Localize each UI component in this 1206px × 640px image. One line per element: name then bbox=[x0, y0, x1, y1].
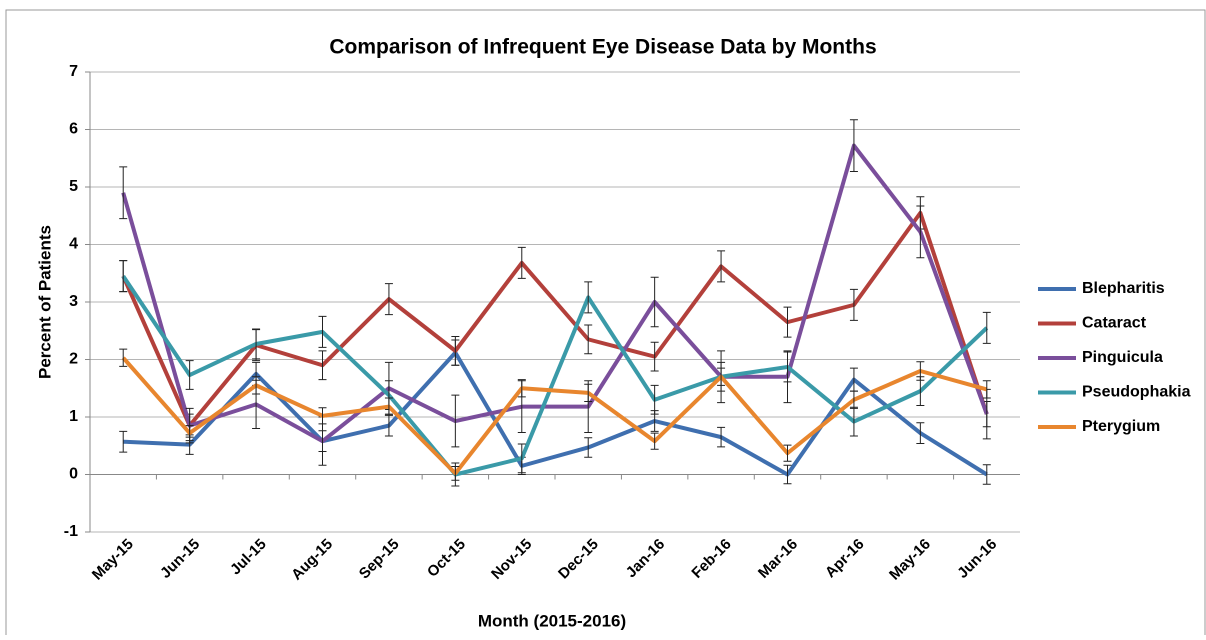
series-line bbox=[121, 275, 989, 477]
error-bar bbox=[849, 288, 858, 321]
error-bar bbox=[451, 394, 460, 448]
error-bar bbox=[451, 465, 460, 481]
error-bar bbox=[650, 384, 659, 415]
error-bar bbox=[318, 315, 327, 348]
error-bar bbox=[783, 464, 792, 485]
error-bar bbox=[916, 361, 925, 381]
error-bar bbox=[717, 367, 726, 386]
y-tick-label: 4 bbox=[69, 236, 78, 253]
error-bar bbox=[717, 250, 726, 283]
error-bar bbox=[384, 397, 393, 416]
error-bar bbox=[451, 336, 460, 366]
y-tick-label: 1 bbox=[69, 408, 78, 425]
legend-label: Pseudophakia bbox=[1082, 384, 1191, 401]
error-bar bbox=[119, 166, 128, 220]
series-line bbox=[121, 210, 989, 428]
error-bar bbox=[119, 430, 128, 453]
error-bar bbox=[318, 407, 327, 425]
error-bar bbox=[119, 260, 128, 293]
y-axis-label: Percent of Patients bbox=[35, 225, 54, 379]
error-bar bbox=[916, 422, 925, 444]
error-bar bbox=[119, 348, 128, 367]
chart-title: Comparison of Infrequent Eye Disease Dat… bbox=[329, 36, 876, 59]
y-tick-label: -1 bbox=[64, 523, 78, 540]
series-line bbox=[121, 143, 989, 444]
x-axis-label: Month (2015-2016) bbox=[478, 611, 626, 630]
legend-label: Cataract bbox=[1082, 315, 1147, 332]
error-bar bbox=[318, 350, 327, 381]
error-bar bbox=[584, 383, 593, 402]
error-bar bbox=[252, 328, 261, 360]
series-line bbox=[123, 350, 988, 477]
legend-label: Pterygium bbox=[1082, 418, 1160, 435]
y-tick-label: 6 bbox=[69, 121, 78, 138]
legend-label: Blepharitis bbox=[1082, 280, 1165, 297]
legend-label: Pinguicula bbox=[1082, 349, 1163, 366]
error-bar bbox=[584, 281, 593, 314]
y-tick-label: 0 bbox=[69, 466, 78, 483]
error-bar bbox=[849, 390, 858, 409]
error-bar bbox=[783, 444, 792, 462]
error-bar bbox=[650, 341, 659, 372]
error-bar bbox=[717, 426, 726, 448]
error-bar bbox=[517, 443, 526, 474]
error-bar bbox=[517, 379, 526, 398]
error-bar bbox=[982, 380, 991, 399]
error-bar bbox=[185, 425, 194, 442]
error-bar bbox=[650, 432, 659, 450]
error-bar bbox=[783, 351, 792, 383]
error-bar bbox=[982, 311, 991, 344]
error-bar bbox=[517, 246, 526, 279]
error-bar bbox=[916, 205, 925, 259]
error-bar bbox=[849, 119, 858, 172]
error-bar bbox=[185, 360, 194, 390]
error-bar bbox=[982, 464, 991, 485]
error-bar bbox=[783, 306, 792, 338]
y-tick-label: 5 bbox=[69, 178, 78, 195]
y-tick-label: 3 bbox=[69, 293, 78, 310]
error-bar bbox=[384, 283, 393, 316]
y-tick-label: 2 bbox=[69, 351, 78, 368]
error-bar bbox=[584, 324, 593, 355]
error-bar bbox=[584, 437, 593, 458]
error-bar bbox=[650, 276, 659, 328]
series-line bbox=[121, 356, 988, 476]
error-bar bbox=[252, 376, 261, 395]
y-tick-label: 7 bbox=[69, 63, 78, 80]
